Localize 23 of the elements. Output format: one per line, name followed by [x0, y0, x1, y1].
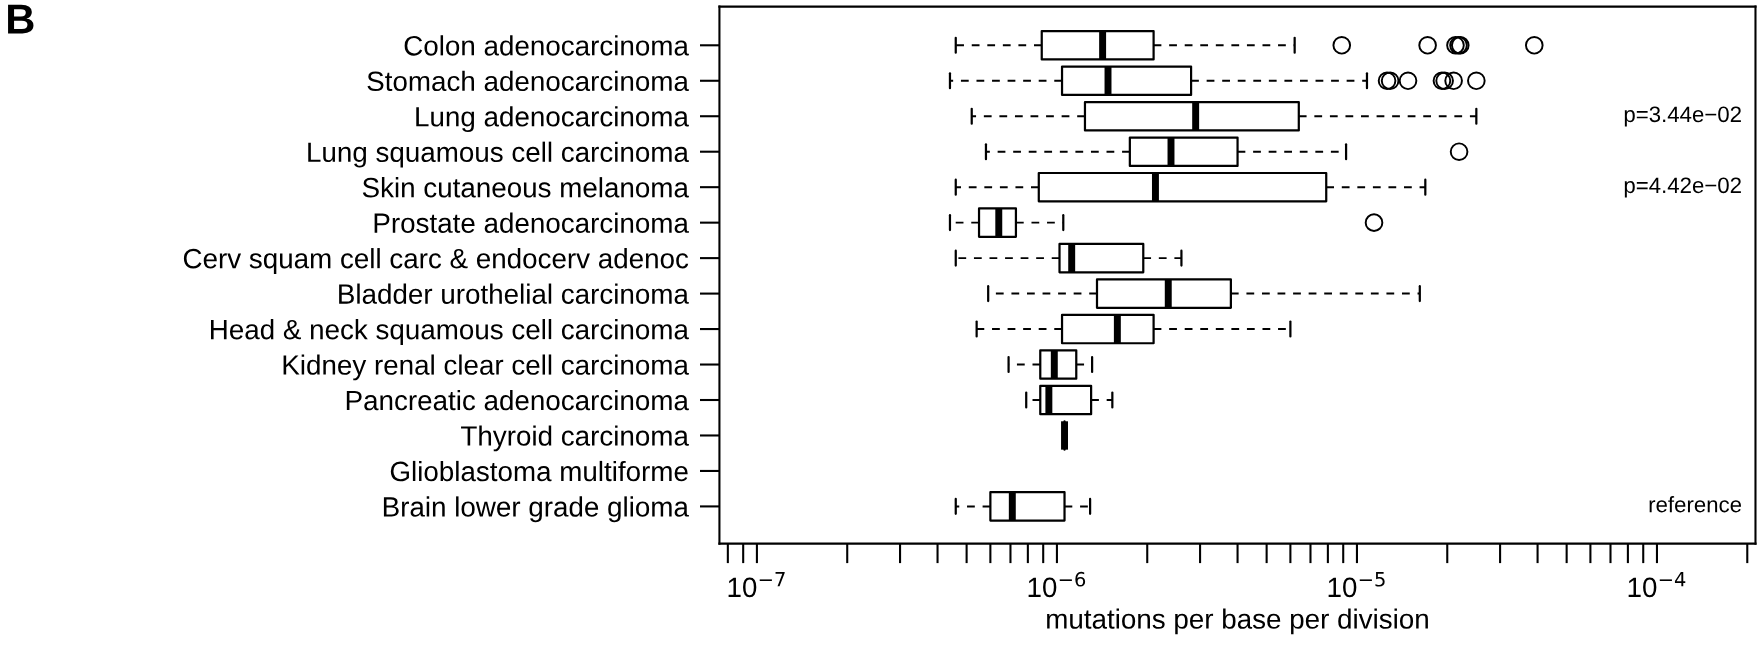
y-tick-label: Prostate adenocarcinoma — [374, 212, 689, 233]
y-tick-label: Colon adenocarcinoma — [404, 35, 689, 56]
x-tick-label: 10$^{−6}$ — [1028, 571, 1086, 598]
x-axis-title: mutations per base per division — [1047, 608, 1428, 635]
text: B — [8, 4, 34, 34]
annotation: reference — [1649, 496, 1742, 513]
y-tick-label: Head & neck squamous cell carcinoma — [211, 319, 689, 345]
annotation: p=4.42e−02 — [1624, 177, 1741, 198]
y-tick-label: Stomach adenocarcinoma — [367, 70, 689, 92]
y-tick-label: Kidney renal clear cell carcinoma — [283, 354, 689, 381]
y-tick-label: Bladder urothelial carcinoma — [339, 283, 689, 304]
y-tick-label: Skin cutaneous melanoma — [362, 177, 689, 198]
y-tick-label: Pancreatic adenocarcinoma — [346, 389, 689, 411]
y-tick-label: Glioblastoma multiforme — [390, 460, 688, 482]
x-tick-label: 10$^{−4}$ — [1628, 572, 1686, 598]
x-tick-label: 10$^{−5}$ — [1328, 572, 1385, 598]
y-tick-label: Lung squamous cell carcinoma — [308, 141, 689, 168]
y-tick-label: Brain lower grade glioma — [383, 496, 689, 523]
annotation: p=3.44e−02 — [1624, 106, 1741, 127]
y-tick-label: Lung adenocarcinoma — [416, 106, 689, 133]
y-tick-label: Cerv squam cell carc & endocerv adenoc — [183, 248, 689, 274]
y-tick-label: Thyroid carcinoma — [461, 425, 689, 452]
x-tick-label: 10$^{−7}$ — [728, 572, 785, 598]
